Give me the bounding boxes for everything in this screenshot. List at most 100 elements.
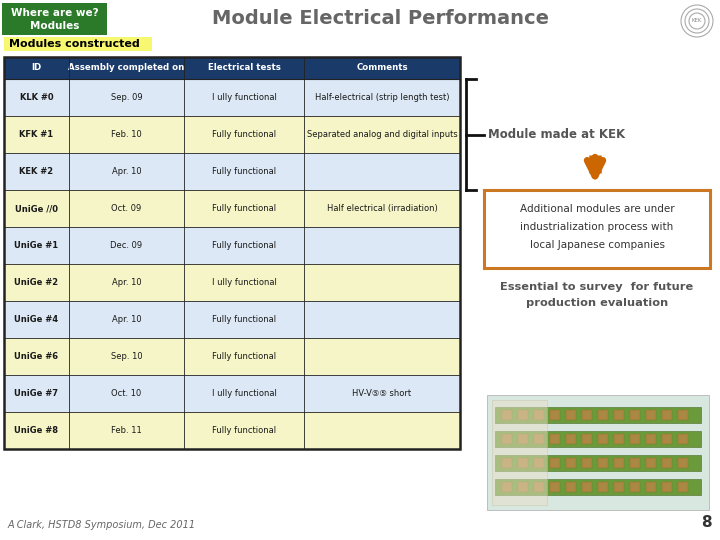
FancyBboxPatch shape [630,410,640,420]
FancyBboxPatch shape [4,37,152,51]
Text: A Clark, HSTD8 Symposium, Dec 2011: A Clark, HSTD8 Symposium, Dec 2011 [8,520,196,530]
Text: Electrical tests: Electrical tests [207,64,280,72]
FancyBboxPatch shape [484,190,710,267]
Text: Fully functional: Fully functional [212,130,276,139]
Text: Apr. 10: Apr. 10 [112,167,141,176]
FancyBboxPatch shape [4,301,460,338]
Text: KLK #0: KLK #0 [19,93,53,102]
FancyBboxPatch shape [4,264,460,301]
Text: Half electrical (irradiation): Half electrical (irradiation) [327,204,437,213]
FancyBboxPatch shape [582,458,592,468]
Text: Assembly completed on: Assembly completed on [68,64,184,72]
Text: ID: ID [32,64,42,72]
Text: Separated analog and digital inputs: Separated analog and digital inputs [307,130,457,139]
FancyBboxPatch shape [582,410,592,420]
FancyBboxPatch shape [534,482,544,492]
Text: Feb. 10: Feb. 10 [111,130,142,139]
Text: Modules constructed: Modules constructed [9,39,140,49]
FancyBboxPatch shape [2,3,107,35]
Text: Essential to survey  for future: Essential to survey for future [500,281,693,292]
FancyBboxPatch shape [487,395,709,510]
FancyBboxPatch shape [566,482,576,492]
FancyBboxPatch shape [495,455,701,471]
Text: UniGe #7: UniGe #7 [14,389,58,398]
Text: KFK #1: KFK #1 [19,130,53,139]
FancyBboxPatch shape [566,410,576,420]
FancyBboxPatch shape [495,407,701,423]
FancyBboxPatch shape [646,410,656,420]
FancyBboxPatch shape [534,434,544,444]
FancyBboxPatch shape [4,338,460,375]
Text: industrialization process with: industrialization process with [521,221,674,232]
FancyBboxPatch shape [646,458,656,468]
FancyBboxPatch shape [518,458,528,468]
FancyBboxPatch shape [630,482,640,492]
FancyBboxPatch shape [678,482,688,492]
Text: Fully functional: Fully functional [212,241,276,250]
FancyBboxPatch shape [550,458,560,468]
FancyBboxPatch shape [502,458,512,468]
FancyBboxPatch shape [4,227,460,264]
FancyBboxPatch shape [4,57,460,79]
FancyBboxPatch shape [614,434,624,444]
FancyBboxPatch shape [4,190,460,227]
FancyBboxPatch shape [550,434,560,444]
FancyBboxPatch shape [518,434,528,444]
FancyBboxPatch shape [4,153,460,190]
Text: I ully functional: I ully functional [212,389,276,398]
Text: Where are we?: Where are we? [11,8,99,18]
FancyBboxPatch shape [495,479,701,495]
FancyBboxPatch shape [566,458,576,468]
FancyBboxPatch shape [534,458,544,468]
Text: I ully functional: I ully functional [212,93,276,102]
Text: UniGe #1: UniGe #1 [14,241,58,250]
Text: Fully functional: Fully functional [212,204,276,213]
Text: Comments: Comments [356,64,408,72]
Text: I ully functional: I ully functional [212,278,276,287]
Text: HV-V⑤⑤ short: HV-V⑤⑤ short [352,389,412,398]
FancyBboxPatch shape [495,431,701,447]
Text: KEK #2: KEK #2 [19,167,53,176]
FancyBboxPatch shape [534,410,544,420]
FancyBboxPatch shape [518,482,528,492]
FancyBboxPatch shape [566,434,576,444]
FancyBboxPatch shape [598,482,608,492]
FancyBboxPatch shape [614,410,624,420]
FancyBboxPatch shape [678,410,688,420]
Text: UniGe #2: UniGe #2 [14,278,58,287]
FancyBboxPatch shape [630,434,640,444]
FancyBboxPatch shape [550,410,560,420]
Text: Apr. 10: Apr. 10 [112,278,141,287]
FancyBboxPatch shape [630,458,640,468]
Text: Module made at KEK: Module made at KEK [488,128,625,141]
FancyBboxPatch shape [614,458,624,468]
Text: Sep. 10: Sep. 10 [111,352,143,361]
FancyBboxPatch shape [662,434,672,444]
FancyBboxPatch shape [646,482,656,492]
Text: Module Electrical Performance: Module Electrical Performance [212,10,549,29]
FancyBboxPatch shape [4,116,460,153]
Text: UniGe #8: UniGe #8 [14,426,58,435]
Text: 8: 8 [701,515,712,530]
Text: Oct. 09: Oct. 09 [112,204,142,213]
FancyBboxPatch shape [598,434,608,444]
FancyBboxPatch shape [550,482,560,492]
Text: Modules: Modules [30,21,79,31]
Text: UniGe #6: UniGe #6 [14,352,58,361]
FancyBboxPatch shape [598,410,608,420]
FancyBboxPatch shape [502,482,512,492]
FancyBboxPatch shape [662,482,672,492]
FancyBboxPatch shape [662,410,672,420]
FancyBboxPatch shape [4,412,460,449]
Text: Dec. 09: Dec. 09 [110,241,143,250]
FancyBboxPatch shape [678,434,688,444]
Text: Feb. 11: Feb. 11 [111,426,142,435]
FancyBboxPatch shape [582,434,592,444]
Text: UniGe #4: UniGe #4 [14,315,58,324]
Text: Fully functional: Fully functional [212,426,276,435]
FancyBboxPatch shape [492,400,547,505]
FancyBboxPatch shape [502,410,512,420]
FancyBboxPatch shape [662,458,672,468]
FancyBboxPatch shape [678,458,688,468]
Text: Fully functional: Fully functional [212,315,276,324]
